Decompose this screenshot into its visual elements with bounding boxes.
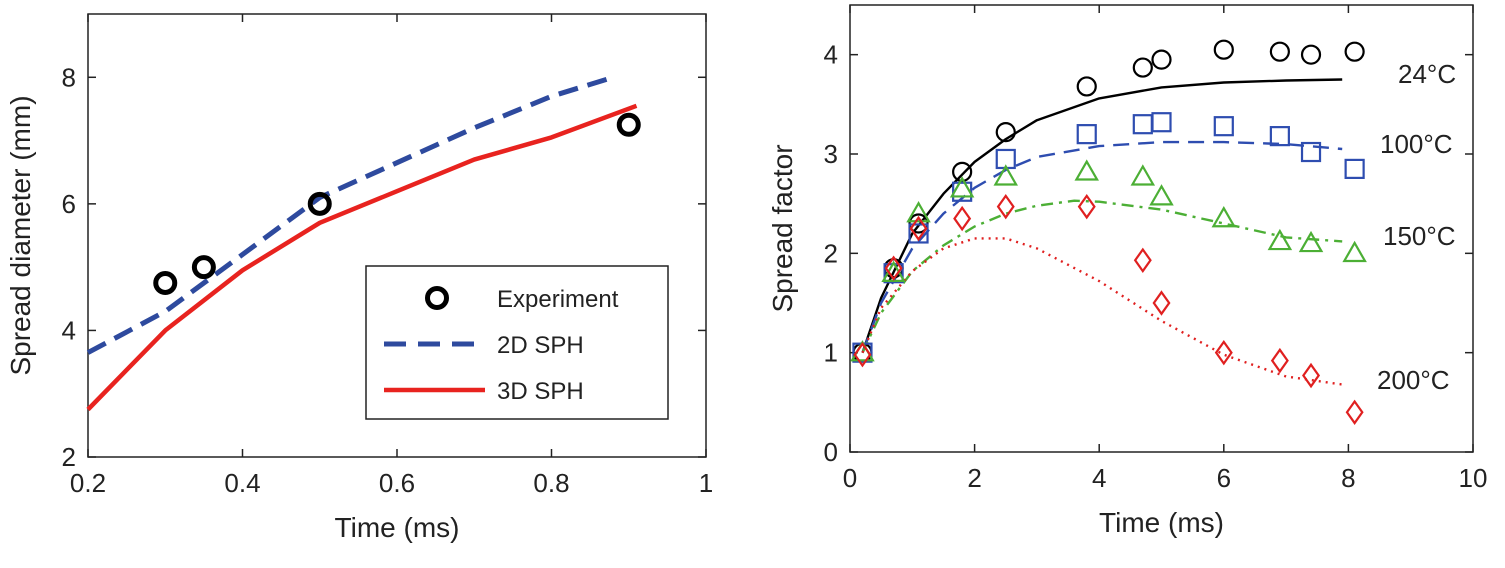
data-point-triangle	[1149, 184, 1174, 206]
data-point-circle	[1344, 41, 1365, 62]
x-tick-label: 1	[699, 468, 713, 498]
data-point-square	[1269, 126, 1290, 147]
plot-series	[86, 74, 641, 412]
legend-box	[365, 265, 669, 420]
data-point-diamond	[953, 205, 972, 232]
data-point-diamond	[1077, 193, 1096, 220]
legend-label: Experiment	[497, 286, 619, 313]
data-point-square	[1213, 116, 1234, 137]
data-point-diamond	[1270, 347, 1289, 374]
legend: Experiment 2D SPH 3D SPH	[365, 265, 669, 420]
data-point-square	[1132, 114, 1153, 135]
fit-line-150c	[861, 199, 1343, 354]
spread-factor-chart: 0 2 4 6 8 10 0 1 2 3 4 Time (ms) Spread factor 24°C 10…	[767, 4, 1488, 538]
data-point	[153, 270, 178, 295]
fit-line-200c	[861, 237, 1343, 386]
x-tick-label: 0.8	[533, 468, 569, 498]
data-point-diamond	[996, 193, 1015, 220]
annotation-150c: 150°C	[1383, 221, 1456, 251]
data-point-triangle	[906, 201, 931, 223]
x-tick-label: 10	[1459, 463, 1488, 493]
data-point-triangle	[1298, 230, 1324, 253]
data-point-square	[1300, 141, 1322, 163]
data-point-square	[952, 181, 973, 202]
data-point-diamond	[1214, 339, 1233, 366]
y-tick-label: 4	[824, 40, 838, 70]
fit-line-100c	[861, 140, 1343, 354]
y-tick-label: 3	[824, 139, 838, 169]
data-point-diamond	[1133, 247, 1152, 273]
x-tick-label: 0.2	[70, 468, 106, 498]
data-point	[307, 191, 332, 216]
data-point-circle	[1269, 41, 1290, 62]
data-point-circle	[1300, 44, 1322, 65]
data-point-circle	[995, 122, 1016, 143]
data-markers	[850, 39, 1367, 425]
data-point-square	[1151, 112, 1172, 133]
data-point-triangle	[993, 164, 1019, 186]
data-point	[191, 255, 216, 280]
data-point-diamond	[1152, 290, 1171, 316]
annotation-200c: 200°C	[1377, 365, 1450, 395]
data-point-square	[1076, 124, 1097, 145]
x-tick-label: 0.4	[224, 468, 260, 498]
data-point	[616, 112, 641, 137]
x-axis-label: Time (ms)	[335, 512, 460, 543]
data-point-triangle	[1211, 206, 1237, 228]
series-line-2d-sph	[86, 74, 615, 355]
temperature-annotations: 24°C 100°C 150°C 200°C	[1377, 59, 1456, 395]
x-tick-label: 4	[1092, 463, 1106, 493]
data-point-diamond	[853, 341, 872, 368]
x-tick-label: 8	[1341, 463, 1355, 493]
data-point-square	[1344, 158, 1365, 179]
annotation-24c: 24°C	[1398, 59, 1456, 89]
data-point-circle	[1076, 76, 1097, 97]
data-point-triangle	[1267, 228, 1293, 251]
data-point-triangle	[949, 176, 975, 198]
fit-line-24c	[861, 78, 1343, 354]
fit-lines	[861, 78, 1343, 386]
y-tick-label: 4	[62, 315, 76, 345]
y-axis-label: Spread diameter (mm)	[5, 95, 36, 375]
legend-label: 3D SPH	[497, 378, 584, 405]
legend-marker	[425, 286, 449, 310]
y-tick-label: 6	[62, 189, 76, 219]
data-point-square	[908, 223, 929, 244]
plot-frame	[849, 4, 1474, 453]
y-tick-label: 0	[824, 437, 838, 467]
data-point-triangle	[1130, 164, 1156, 186]
y-tick-label: 1	[824, 338, 838, 368]
x-tick-label: 0	[843, 463, 857, 493]
data-point-circle	[1151, 49, 1172, 70]
data-point-diamond	[1302, 362, 1321, 389]
spread-diameter-chart: 0.2 0.4 0.6 0.8 1 2 4 6 8 Time (ms) Spread diamete…	[5, 13, 713, 543]
data-point-circle	[952, 161, 973, 182]
data-point-circle	[1213, 39, 1234, 60]
annotation-100c: 100°C	[1380, 129, 1453, 159]
data-point-diamond	[1345, 399, 1364, 425]
y-tick-label: 2	[62, 442, 76, 472]
x-tick-label: 2	[967, 463, 981, 493]
data-point-diamond	[884, 255, 903, 281]
data-point-diamond	[909, 215, 928, 242]
x-tick-label: 6	[1217, 463, 1231, 493]
y-tick-label: 8	[62, 62, 76, 92]
x-tick-label: 0.6	[379, 468, 415, 498]
series-line-3d-sph	[86, 103, 638, 412]
y-tick-label: 2	[824, 238, 838, 268]
legend-label: 2D SPH	[497, 332, 584, 359]
data-point-circle	[1132, 57, 1153, 78]
y-axis-label: Spread factor	[767, 144, 798, 312]
data-point-triangle	[1074, 159, 1099, 181]
x-axis-label: Time (ms)	[1099, 507, 1224, 538]
data-point-triangle	[1342, 240, 1367, 263]
